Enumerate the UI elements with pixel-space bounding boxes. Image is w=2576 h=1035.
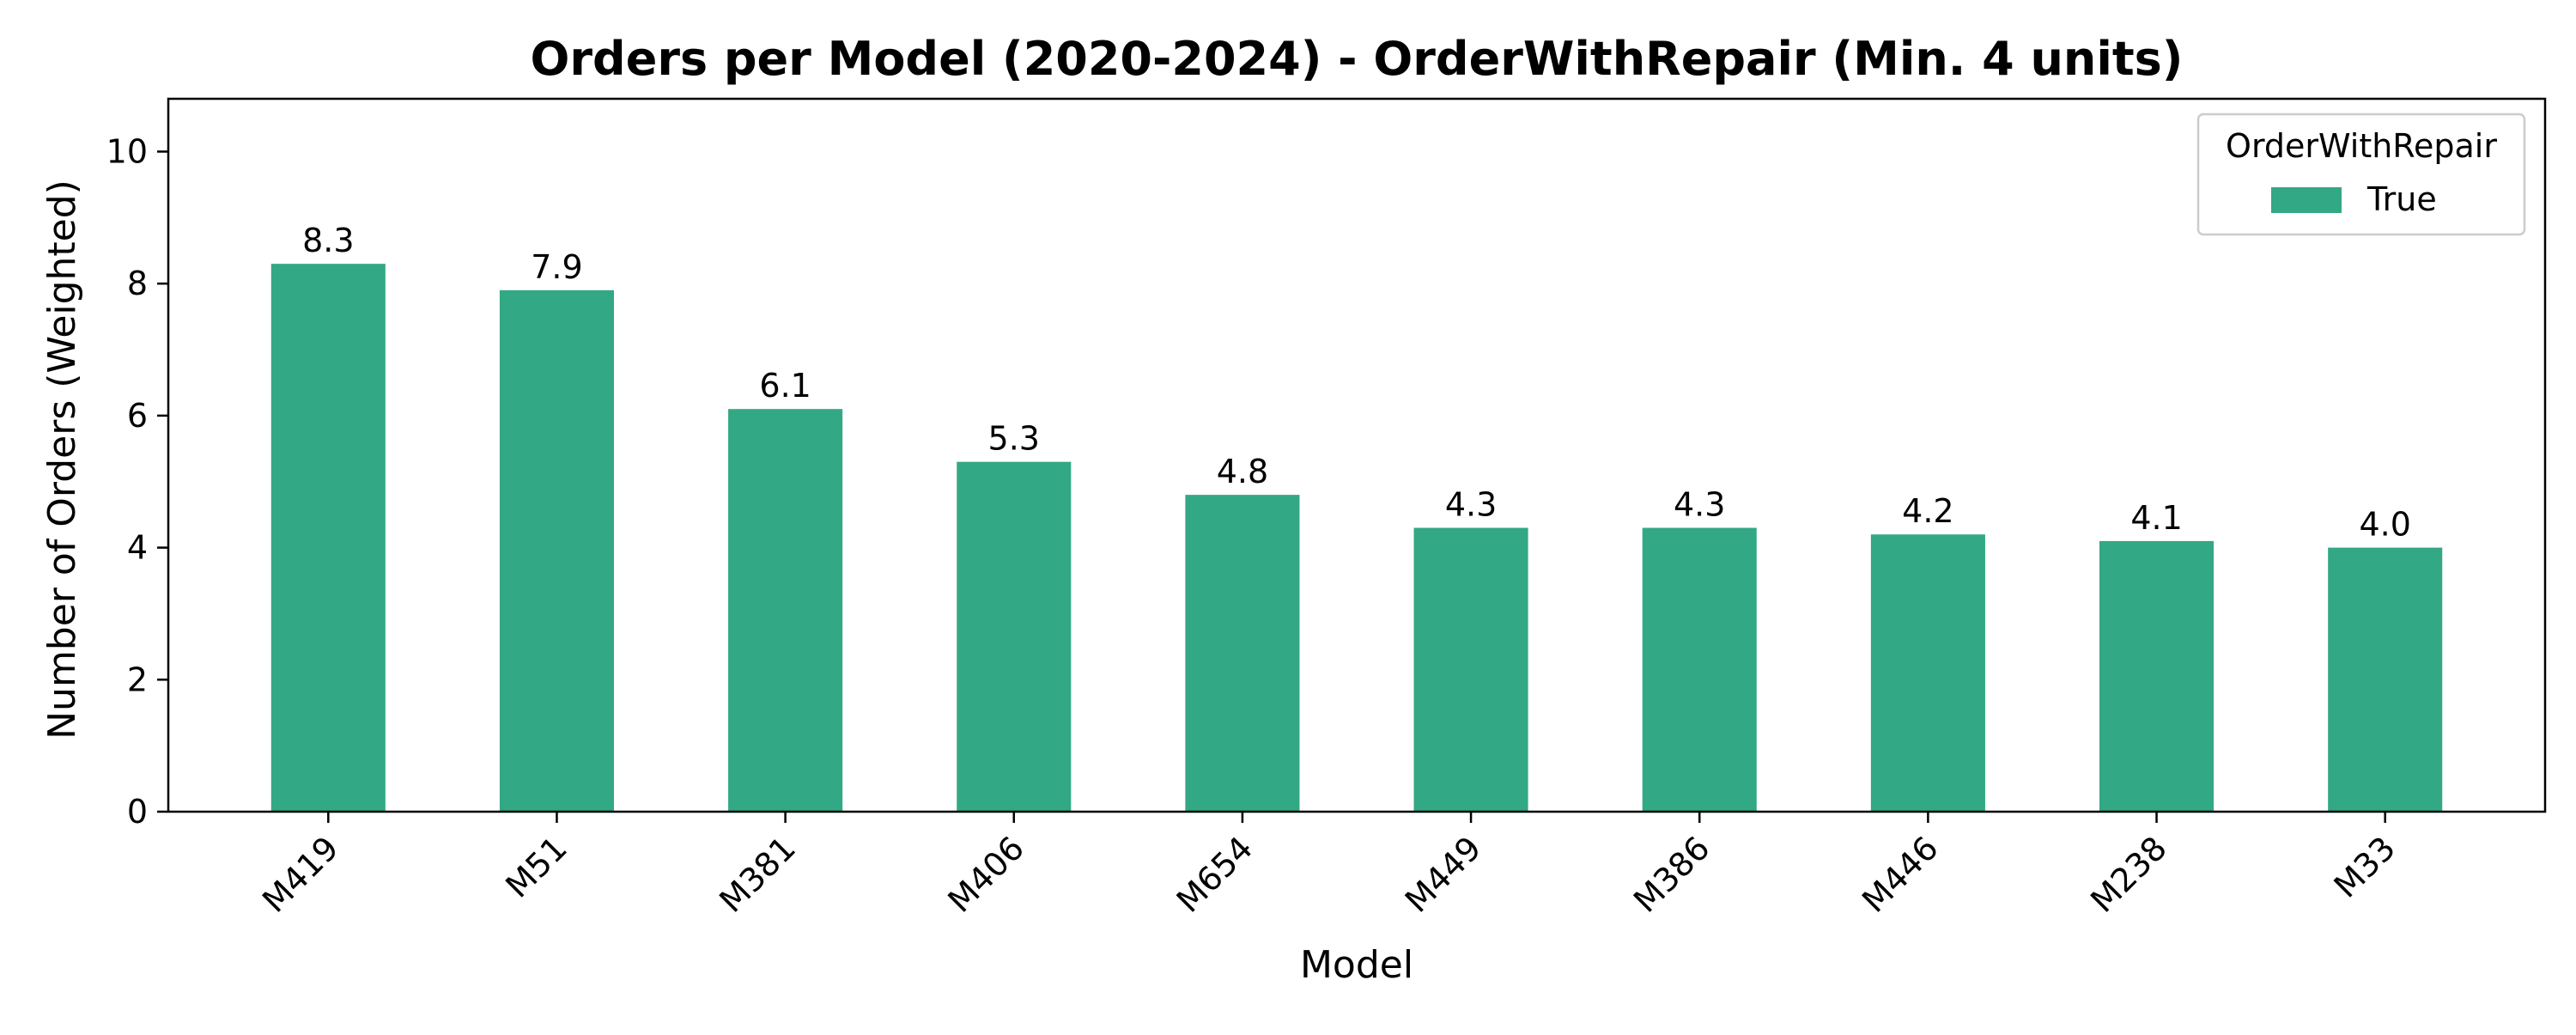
y-tick-label: 0	[127, 793, 148, 831]
data-label-M419: 8.3	[302, 222, 354, 259]
bars-group	[270, 264, 2443, 812]
x-axis: M419 M51 M381 M406 M654 M449 M386 M446 M238 M33	[255, 812, 2403, 920]
y-tick-label: 10	[106, 132, 148, 170]
data-labels-group: 8.3 7.9 6.1 5.3 4.8 4.3 4.3 4.2 4.1 4.0	[302, 222, 2411, 543]
y-tick-label: 6	[127, 397, 148, 435]
data-label-M654: 4.8	[1217, 453, 1268, 490]
x-tick-label-M406: M406	[941, 829, 1032, 920]
bar-M51	[499, 289, 614, 812]
data-label-M449: 4.3	[1445, 486, 1497, 524]
x-tick-label-M449: M449	[1398, 829, 1489, 920]
bar-M446	[1870, 534, 1985, 812]
bar-M238	[2099, 540, 2215, 812]
x-tick-label-M381: M381	[712, 829, 803, 920]
legend-swatch-true	[2271, 187, 2342, 213]
bar-M386	[1642, 527, 1757, 812]
bar-M449	[1413, 527, 1528, 812]
y-tick-label: 4	[127, 529, 148, 567]
data-label-M51: 7.9	[531, 248, 582, 286]
data-label-M386: 4.3	[1674, 486, 1725, 524]
legend-title: OrderWithRepair	[2226, 127, 2497, 165]
data-label-M406: 5.3	[988, 420, 1040, 458]
x-tick-label-M386: M386	[1626, 829, 1717, 920]
bar-M419	[270, 264, 386, 812]
x-axis-label: Model	[1300, 943, 1413, 987]
bar-M406	[957, 461, 1072, 812]
data-label-M381: 6.1	[759, 367, 811, 405]
x-tick-label-M446: M446	[1855, 829, 1946, 920]
x-tick-label-M238: M238	[2083, 829, 2174, 920]
y-axis-label: Number of Orders (Weighted)	[40, 180, 84, 740]
legend: OrderWithRepair True	[2196, 113, 2526, 236]
x-tick-label-M654: M654	[1170, 829, 1261, 920]
chart-title: Orders per Model (2020-2024) - OrderWith…	[531, 32, 2184, 86]
y-tick-label: 2	[127, 661, 148, 698]
bar-M654	[1185, 495, 1300, 812]
data-label-M238: 4.1	[2130, 499, 2182, 537]
x-tick-label-M51: M51	[498, 829, 574, 904]
y-tick-label: 8	[127, 265, 148, 302]
x-tick-label-M419: M419	[255, 829, 346, 920]
data-label-M446: 4.2	[1902, 492, 1953, 530]
legend-entry-true: True	[2366, 180, 2437, 218]
bar-M381	[728, 409, 843, 812]
plot-frame	[167, 97, 2547, 813]
bar-M33	[2328, 547, 2443, 812]
x-tick-label-M33: M33	[2327, 829, 2403, 904]
data-label-M33: 4.0	[2359, 506, 2410, 544]
y-axis: 0 2 4 6 8 10	[106, 132, 168, 831]
